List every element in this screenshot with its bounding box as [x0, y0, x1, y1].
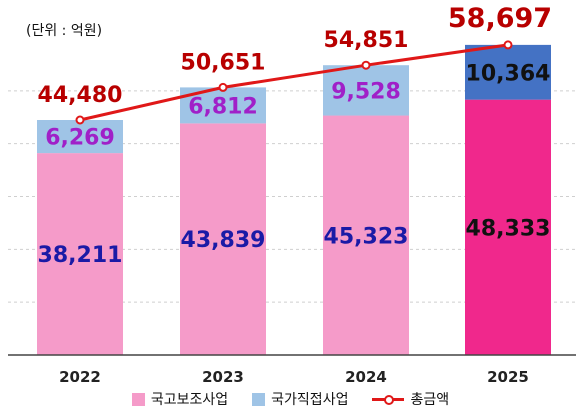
total-line	[79, 43, 509, 122]
legend-label-subsidy: 국고보조사업	[150, 392, 229, 408]
legend-item-total: 총금액	[372, 389, 449, 409]
label-total-2022: 44,480	[38, 83, 123, 108]
label-direct-2024: 9,528	[331, 79, 401, 104]
total-point-2023	[218, 82, 228, 92]
stacked-bar-line-chart: 38,211 6,269 2022 43,839 6,812 2023 45,323 9,52…	[8, 3, 576, 386]
legend-item-subsidy: 국고보조사업	[131, 389, 229, 409]
legend-item-direct: 국가직접사업	[252, 389, 348, 409]
bar-direct-2024	[323, 65, 409, 116]
legend-swatch-direct	[252, 392, 266, 406]
total-point-2024	[361, 60, 371, 70]
total-point-2025	[503, 40, 513, 50]
label-total-2025: 58,697	[448, 3, 552, 34]
label-subsidy-2023: 43,839	[181, 228, 266, 253]
legend-line-key-total	[372, 393, 405, 405]
label-total-2024: 54,851	[324, 28, 409, 53]
bar-subsidy-2023	[180, 123, 266, 356]
legend: 국고보조사업 국가직접사업 총금액	[0, 388, 581, 410]
label-subsidy-2022: 38,211	[38, 243, 123, 268]
label-direct-2025: 10,364	[466, 61, 551, 86]
x-tick-2025: 2025	[487, 368, 529, 386]
x-tick-2023: 2023	[202, 368, 244, 386]
bar-direct-2025	[465, 44, 551, 100]
legend-label-direct: 국가직접사업	[271, 392, 349, 408]
bar-subsidy-2024	[323, 115, 409, 355]
bar-direct-2022	[37, 119, 123, 154]
x-tick-2024: 2024	[345, 368, 387, 386]
unit-label: (단위 : 억원)	[26, 23, 103, 39]
bar-subsidy-2022	[37, 153, 123, 355]
label-subsidy-2025: 48,333	[466, 216, 551, 241]
x-tick-2022: 2022	[59, 368, 101, 386]
legend-swatch-subsidy	[131, 392, 145, 406]
label-direct-2023: 6,812	[188, 94, 258, 119]
bar-subsidy-2025	[465, 99, 551, 355]
label-subsidy-2024: 45,323	[324, 224, 409, 249]
label-direct-2022: 6,269	[45, 126, 115, 151]
legend-label-total: 총금액	[410, 392, 450, 408]
label-total-2023: 50,651	[181, 50, 266, 75]
total-point-2022	[75, 115, 85, 125]
